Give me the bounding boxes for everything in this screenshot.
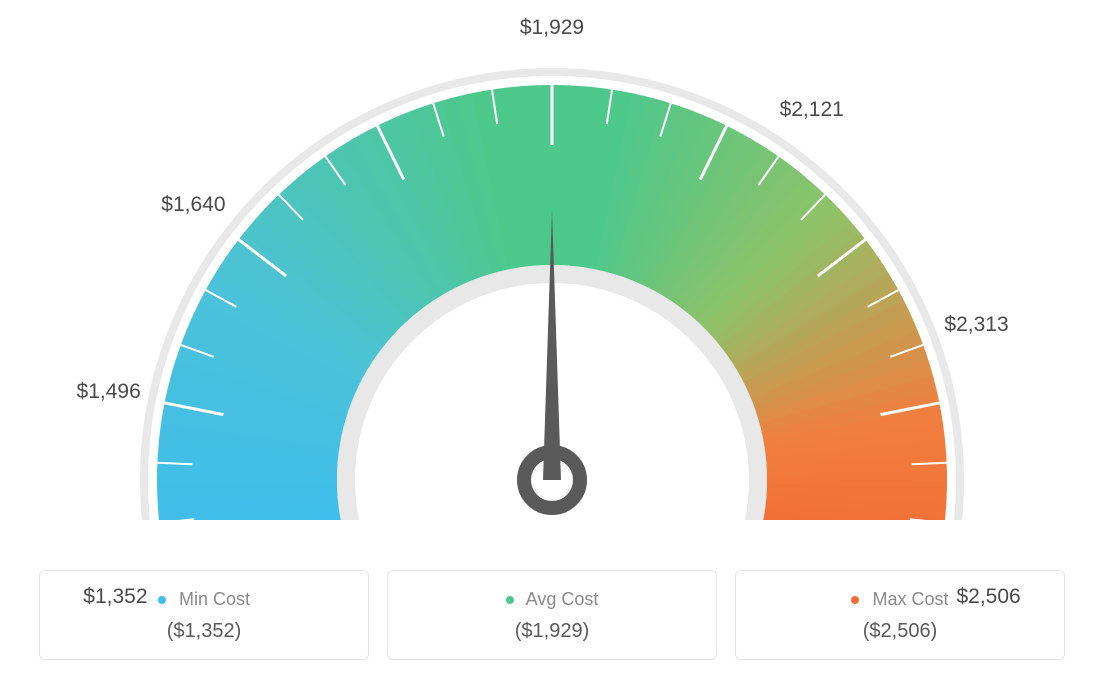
gauge-tick-label: $1,640 <box>161 193 225 217</box>
legend-title-min: Min Cost <box>40 589 368 610</box>
legend-card-max: Max Cost ($2,506) <box>735 570 1065 660</box>
legend-row: Min Cost ($1,352) Avg Cost ($1,929) Max … <box>39 570 1065 660</box>
legend-title-label: Avg Cost <box>526 589 599 609</box>
gauge-tick-label: $1,929 <box>520 16 584 40</box>
dot-icon <box>851 596 859 604</box>
legend-value-min: ($1,352) <box>40 620 368 643</box>
gauge-tick-label: $2,313 <box>944 313 1008 337</box>
legend-card-min: Min Cost ($1,352) <box>39 570 369 660</box>
gauge-tick-label: $1,496 <box>77 380 141 404</box>
legend-card-avg: Avg Cost ($1,929) <box>387 570 717 660</box>
legend-title-avg: Avg Cost <box>388 589 716 610</box>
legend-title-label: Min Cost <box>179 589 250 609</box>
gauge-chart: $1,352$1,496$1,640$1,929$2,121$2,313$2,5… <box>72 20 1032 520</box>
gauge-svg <box>72 20 1032 520</box>
legend-value-avg: ($1,929) <box>388 620 716 643</box>
dot-icon <box>158 596 166 604</box>
dot-icon <box>506 596 514 604</box>
legend-title-label: Max Cost <box>872 589 948 609</box>
legend-value-max: ($2,506) <box>736 620 1064 643</box>
gauge-tick-label: $2,121 <box>780 98 844 122</box>
legend-title-max: Max Cost <box>736 589 1064 610</box>
